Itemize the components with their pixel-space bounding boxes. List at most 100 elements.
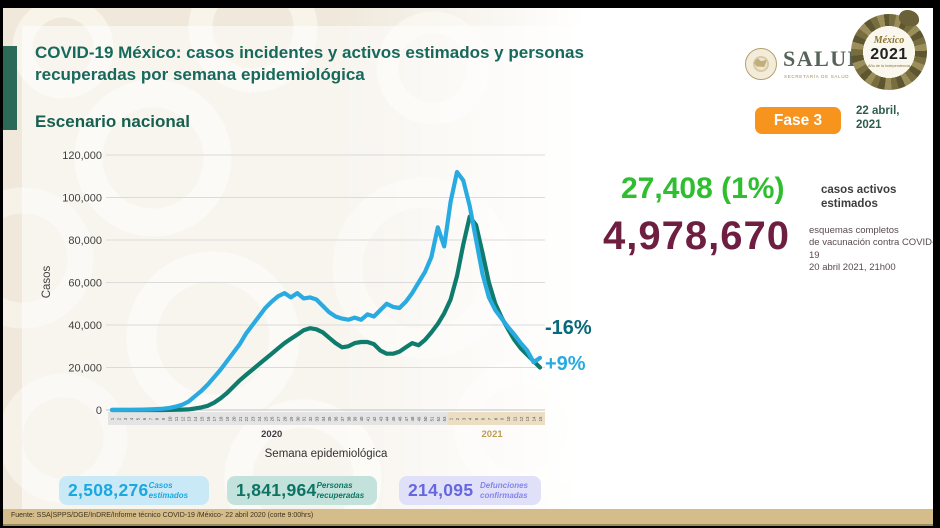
svg-text:40: 40 xyxy=(359,416,364,421)
chart-gridlines xyxy=(106,154,545,411)
svg-text:11: 11 xyxy=(174,416,179,421)
svg-text:34: 34 xyxy=(321,416,326,421)
y-axis-tick-labels: 0 20,000 40,000 60,000 80,000 100,000 120,000 xyxy=(62,150,102,417)
vaccination-value: 4,978,670 xyxy=(603,214,790,258)
annotation-plus-9pct: +9% xyxy=(545,353,586,375)
svg-text:28: 28 xyxy=(282,416,287,421)
svg-text:20: 20 xyxy=(231,416,236,421)
svg-text:32: 32 xyxy=(308,416,313,421)
svg-text:5: 5 xyxy=(474,417,479,420)
svg-text:50: 50 xyxy=(423,416,428,421)
svg-text:36: 36 xyxy=(334,416,339,421)
epidemic-curves-chart: 1 2 3 4 5 6 7 8 9 10 11 12 13 14 15 16 17 18 19 20 21 22 23 24 2… xyxy=(41,150,545,460)
svg-text:20,000: 20,000 xyxy=(68,363,102,375)
svg-text:6: 6 xyxy=(481,417,486,420)
svg-text:12: 12 xyxy=(180,416,185,421)
svg-text:47: 47 xyxy=(404,416,409,421)
personas-recuperadas-value: 1,841,964 xyxy=(236,480,317,500)
content-card xyxy=(22,26,933,509)
svg-text:11: 11 xyxy=(512,416,517,421)
slide: COVID-19 México: casos incidentes y acti… xyxy=(3,8,933,526)
defunciones-value: 214,095 xyxy=(408,480,474,500)
svg-text:100,000: 100,000 xyxy=(62,193,102,205)
svg-text:51: 51 xyxy=(429,416,434,421)
svg-text:8: 8 xyxy=(155,417,160,420)
salud-logo-text: SALUD xyxy=(783,46,866,71)
svg-text:48: 48 xyxy=(410,416,415,421)
svg-text:14: 14 xyxy=(193,416,198,421)
svg-text:52: 52 xyxy=(436,416,441,421)
svg-text:12: 12 xyxy=(519,416,524,421)
svg-text:41: 41 xyxy=(366,416,371,421)
page-title: COVID-19 México: casos incidentes y acti… xyxy=(35,43,584,85)
svg-text:19: 19 xyxy=(225,416,230,421)
chart-series-lines xyxy=(109,169,543,413)
svg-text:14: 14 xyxy=(532,416,537,421)
defunciones-label: Defunciones confirmadas xyxy=(480,480,529,500)
svg-text:38: 38 xyxy=(346,416,351,421)
svg-text:1: 1 xyxy=(110,417,115,420)
x-axis-week-ticks: 1 2 3 4 5 6 7 8 9 10 11 12 13 14 15 16 17 18 19 20 21 22 23 24 2… xyxy=(110,416,543,421)
svg-text:Casos: Casos xyxy=(41,265,53,298)
svg-text:23: 23 xyxy=(251,416,256,421)
svg-text:13: 13 xyxy=(525,416,530,421)
active-cases-value: 27,408 (1%) xyxy=(621,172,785,205)
salud-wordmark: SALUD SECRETARÍA DE SALUD xyxy=(777,46,865,79)
svg-text:53: 53 xyxy=(442,416,447,421)
footer-bar: Fuente: SSA|SPPS/DGE/InDRE/Informe técni… xyxy=(3,509,933,526)
svg-text:29: 29 xyxy=(289,416,294,421)
casos-estimados-value: 2,508,276 xyxy=(68,480,149,500)
svg-text:39: 39 xyxy=(353,416,358,421)
salud-logo-subtext: SECRETARÍA DE SALUD xyxy=(784,74,850,79)
svg-text:37: 37 xyxy=(340,416,345,421)
svg-text:4: 4 xyxy=(468,417,473,420)
svg-text:27: 27 xyxy=(276,416,281,421)
salud-logo: SALUD SECRETARÍA DE SALUD xyxy=(745,46,865,80)
mexico-logo-caption: Año de la Independencia xyxy=(867,63,910,68)
svg-text:Semana epidemiológica: Semana epidemiológica xyxy=(265,448,388,460)
svg-text:21: 21 xyxy=(238,416,243,421)
svg-text:44: 44 xyxy=(385,416,390,421)
fase-3-badge: Fase 3 xyxy=(755,107,841,134)
svg-text:17: 17 xyxy=(212,416,217,421)
personas-recuperadas-label: Personas recuperadas xyxy=(316,480,365,500)
svg-text:6: 6 xyxy=(142,417,147,420)
svg-text:24: 24 xyxy=(257,416,262,421)
svg-text:46: 46 xyxy=(397,416,402,421)
svg-text:7: 7 xyxy=(487,417,492,420)
x-axis-strip xyxy=(108,412,545,425)
svg-text:13: 13 xyxy=(187,416,192,421)
svg-text:2: 2 xyxy=(455,417,460,420)
mexico-2021-logo: México 2021 Año de la Independencia xyxy=(851,10,927,90)
svg-text:43: 43 xyxy=(378,416,383,421)
casos-estimados-label: Casos estimados xyxy=(148,480,189,500)
svg-text:9: 9 xyxy=(500,417,505,420)
svg-text:0: 0 xyxy=(96,405,102,417)
active-cases-label: casos activos estimados xyxy=(821,184,897,210)
svg-text:9: 9 xyxy=(161,417,166,420)
annotation-minus-16pct: -16% xyxy=(545,317,592,339)
svg-text:2: 2 xyxy=(116,417,121,420)
svg-text:3: 3 xyxy=(461,417,466,420)
svg-text:45: 45 xyxy=(391,416,396,421)
svg-text:4: 4 xyxy=(129,417,134,420)
svg-text:18: 18 xyxy=(219,416,224,421)
svg-text:120,000: 120,000 xyxy=(62,150,102,162)
svg-text:8: 8 xyxy=(493,417,498,420)
svg-text:40,000: 40,000 xyxy=(68,320,102,332)
stat-box-casos-estimados: 2,508,276 Casos estimados xyxy=(59,476,209,505)
svg-text:5: 5 xyxy=(136,417,141,420)
svg-text:2020: 2020 xyxy=(261,429,282,440)
svg-text:7: 7 xyxy=(148,417,153,420)
svg-text:25: 25 xyxy=(263,416,268,421)
svg-text:42: 42 xyxy=(372,416,377,421)
title-accent-bar xyxy=(3,46,17,130)
svg-text:3: 3 xyxy=(123,417,128,420)
svg-text:26: 26 xyxy=(270,416,275,421)
svg-text:15: 15 xyxy=(199,416,204,421)
svg-text:30: 30 xyxy=(295,416,300,421)
svg-text:2021: 2021 xyxy=(482,429,504,440)
stat-box-personas-recuperadas: 1,841,964 Personas recuperadas xyxy=(227,476,377,505)
